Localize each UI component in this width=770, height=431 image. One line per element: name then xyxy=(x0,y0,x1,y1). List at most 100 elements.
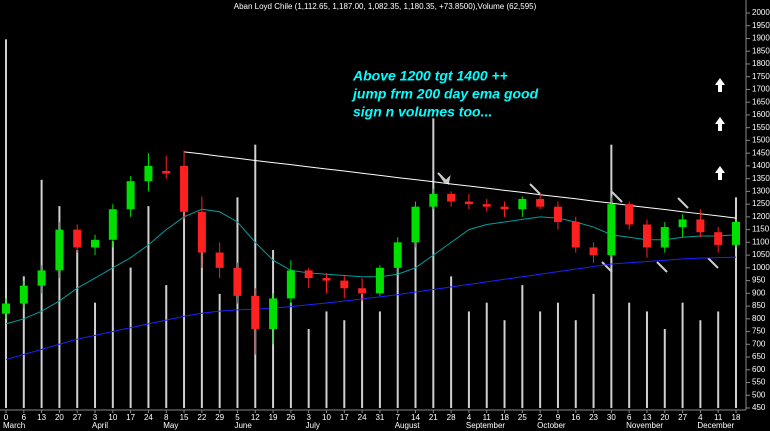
y-tick-label: 850 xyxy=(752,301,766,310)
volume-bar xyxy=(361,293,364,408)
x-tick-label: 8 xyxy=(164,413,169,422)
volume-bar xyxy=(717,311,720,408)
x-tick-label: 18 xyxy=(500,413,509,422)
x-tick-label: 27 xyxy=(678,413,687,422)
x-tick-label: 18 xyxy=(732,413,741,422)
candle-body xyxy=(429,193,438,207)
volume-bar xyxy=(378,311,381,408)
x-tick-label: 31 xyxy=(375,413,384,422)
up-arrow xyxy=(715,117,725,131)
volume-bar xyxy=(5,39,7,408)
y-tick-label: 1800 xyxy=(752,59,770,68)
candle-body xyxy=(286,270,295,299)
y-tick-label: 500 xyxy=(752,390,766,399)
x-tick-label: 14 xyxy=(411,413,420,422)
x-tick-label: 29 xyxy=(215,413,224,422)
indicator-line xyxy=(183,151,737,219)
candle-body xyxy=(19,285,28,304)
y-tick-label: 900 xyxy=(752,288,766,297)
annotation: Above 1200 tgt 1400 ++ xyxy=(352,68,508,84)
candle-body xyxy=(180,165,189,212)
candle-body xyxy=(482,204,491,207)
x-tick-label: 9 xyxy=(556,413,561,422)
candle-body xyxy=(678,219,687,228)
x-tick-label: 24 xyxy=(144,413,153,422)
candle-body xyxy=(464,201,473,205)
y-tick-label: 1100 xyxy=(752,237,770,246)
x-tick-label: 19 xyxy=(269,413,278,422)
x-tick-label: 10 xyxy=(322,413,331,422)
x-tick-label: 4 xyxy=(698,413,703,422)
candle-body xyxy=(607,204,616,256)
candle-body xyxy=(233,267,242,296)
month-label: March xyxy=(3,421,25,430)
candle-body xyxy=(518,199,527,210)
x-tick-label: 6 xyxy=(22,413,27,422)
x-tick-label: 5 xyxy=(235,413,240,422)
candle-body xyxy=(714,232,723,245)
volume-bar xyxy=(22,276,25,408)
volume-bar xyxy=(218,293,221,408)
y-tick-label: 1400 xyxy=(752,161,770,170)
volume-bar xyxy=(467,311,470,408)
x-tick-label: 2 xyxy=(538,413,543,422)
y-tick-label: 1900 xyxy=(752,34,770,43)
volume-bar xyxy=(40,179,43,408)
candle-body xyxy=(553,206,562,222)
x-tick-label: 12 xyxy=(251,413,260,422)
candle-body xyxy=(304,270,313,279)
y-tick-label: 1850 xyxy=(752,46,770,55)
candle-body xyxy=(411,206,420,243)
annotation: sign n volumes too... xyxy=(353,104,492,120)
candle-body xyxy=(73,229,82,248)
y-tick-label: 1300 xyxy=(752,186,770,195)
y-tick-label: 1750 xyxy=(752,72,770,81)
volume-bar xyxy=(556,302,559,408)
x-tick-label: 27 xyxy=(73,413,82,422)
chart-title: Aban Loyd Chile (1,112.65, 1,187.00, 1,0… xyxy=(234,2,537,11)
x-tick-label: 17 xyxy=(126,413,135,422)
y-tick-label: 1000 xyxy=(752,263,770,272)
volume-bar xyxy=(289,302,292,408)
hint-arrows xyxy=(437,172,719,273)
volume-bar xyxy=(414,241,417,408)
candle-body xyxy=(144,165,153,182)
x-tick-label: 28 xyxy=(447,413,456,422)
volume-bar xyxy=(307,329,310,408)
x-tick-label: 10 xyxy=(108,413,117,422)
volume-bar xyxy=(94,302,97,408)
arrow xyxy=(677,197,689,209)
month-label: September xyxy=(466,421,505,430)
x-tick-label: 24 xyxy=(358,413,367,422)
candle-body xyxy=(251,295,260,329)
y-tick-label: 2000 xyxy=(752,8,770,17)
up-arrow xyxy=(715,78,725,92)
volume-bar xyxy=(200,232,203,408)
candle-body xyxy=(375,267,384,294)
candle-body xyxy=(215,252,224,268)
volume-bar xyxy=(343,320,346,408)
arrow xyxy=(611,191,623,203)
candle-body xyxy=(37,270,46,286)
volume-bar xyxy=(735,197,737,408)
candle-body xyxy=(322,278,331,281)
month-label: April xyxy=(92,421,108,430)
volume-bar xyxy=(147,206,150,408)
x-tick-label: 6 xyxy=(627,413,632,422)
y-tick-label: 950 xyxy=(752,276,766,285)
volume-bar xyxy=(681,302,684,408)
y-tick-label: 1500 xyxy=(752,136,770,145)
volume-bar xyxy=(539,311,542,408)
candle-body xyxy=(732,221,740,245)
candle-body xyxy=(625,204,634,225)
x-tick-label: 16 xyxy=(571,413,580,422)
volume-bar xyxy=(396,267,399,408)
x-tick-label: 21 xyxy=(429,413,438,422)
candle-body xyxy=(55,229,64,271)
volume-bar xyxy=(503,320,506,408)
x-tick-label: 17 xyxy=(340,413,349,422)
y-tick-label: 1650 xyxy=(752,97,770,106)
x-tick-label: 15 xyxy=(180,413,189,422)
candle-body xyxy=(162,171,171,174)
month-label: December xyxy=(697,421,734,430)
